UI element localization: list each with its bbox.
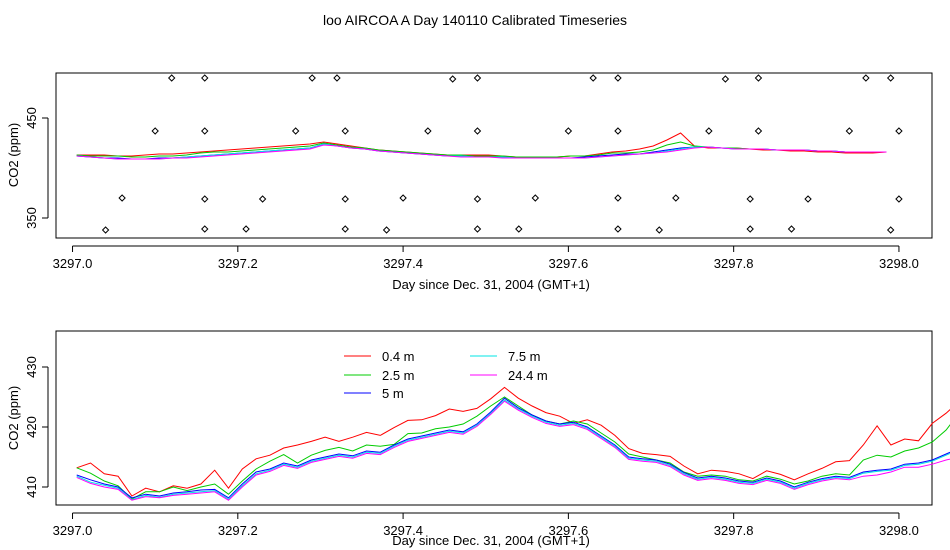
marker-point [341,195,349,203]
y-tick-label: 410 [24,476,39,498]
marker-point [705,127,713,135]
bottom-plot-frame [55,330,933,506]
top-plot-frame [55,72,933,239]
marker-point [886,226,895,234]
marker-point [473,127,482,135]
y-tick-label: 430 [24,356,39,378]
legend-label: 5 m [382,386,404,401]
marker-point [333,74,341,82]
chart-title: loo AIRCOA A Day 140110 Calibrated Times… [323,12,627,28]
marker-point [614,194,622,202]
legend-label: 24.4 m [508,368,548,383]
marker-point [895,127,903,135]
series-line-5-m [76,397,950,499]
marker-point [746,225,754,233]
marker-point [614,74,622,82]
x-tick-label: 3297.8 [714,256,754,271]
marker-point [754,127,763,135]
marker-point [787,225,796,233]
bottom-axis-ticks: 3297.0 3297.2 3297.4 3297.6 3297.8 3298.0 410 4… [24,356,919,538]
marker-point [614,127,622,135]
x-tick-label: 3297.4 [383,523,423,538]
marker-point [515,225,523,233]
legend-label: 2.5 m [382,368,415,383]
marker-point [399,194,407,202]
x-tick-label: 3298.0 [879,523,919,538]
marker-point [424,127,432,135]
top-panel: 3297.0 3297.2 3297.4 3297.6 3297.8 3298.0 350 4… [6,72,933,292]
marker-point [201,195,209,203]
marker-point [531,194,540,202]
marker-point [754,74,763,82]
y-tick-label: 350 [24,207,39,229]
marker-point [845,127,854,135]
marker-point [341,127,349,135]
marker-point [308,74,316,82]
marker-point [746,195,754,203]
marker-point [201,74,209,82]
marker-point [895,195,903,203]
legend-label: 7.5 m [508,349,541,364]
marker-point [101,226,110,234]
top-marker-points [101,74,903,234]
x-tick-label: 3297.8 [714,523,754,538]
marker-point [341,225,349,233]
y-tick-label: 450 [24,107,39,129]
bottom-y-axis-label: CO2 (ppm) [6,386,21,450]
marker-point [564,127,573,135]
marker-point [589,74,597,82]
marker-point [448,75,457,83]
x-tick-label: 3297.0 [53,523,93,538]
marker-point [473,225,482,233]
marker-point [473,74,482,82]
marker-point [614,225,622,233]
marker-point [167,74,176,82]
marker-point [382,226,391,234]
bottom-x-axis-label: Day since Dec. 31, 2004 (GMT+1) [392,533,590,548]
marker-point [721,75,730,83]
y-tick-label: 420 [24,416,39,438]
bottom-panel: 3297.0 3297.2 3297.4 3297.6 3297.8 3298.0 410 4… [6,330,950,548]
marker-point [886,74,895,82]
marker-point [804,195,812,203]
top-y-axis-label: CO2 (ppm) [6,123,21,187]
marker-point [258,195,267,203]
x-tick-label: 3297.6 [548,256,588,271]
marker-point [672,194,680,202]
series-line-0-4-m [76,386,950,497]
x-tick-label: 3297.2 [218,523,258,538]
marker-point [242,225,250,233]
top-x-axis-label: Day since Dec. 31, 2004 (GMT+1) [392,277,590,292]
marker-point [201,127,209,135]
legend: 0.4 m 2.5 m 5 m 7.5 m 24.4 m [344,349,548,401]
marker-point [473,195,482,203]
marker-point [118,194,126,202]
marker-point [201,225,209,233]
marker-point [291,127,300,135]
x-tick-label: 3297.6 [548,523,588,538]
x-tick-label: 3297.4 [383,256,423,271]
x-tick-label: 3297.0 [53,256,93,271]
legend-label: 0.4 m [382,349,415,364]
marker-point [655,226,663,234]
marker-point [862,74,870,82]
x-tick-label: 3297.2 [218,256,258,271]
series-line-24-4-m [76,400,950,501]
series-line-24-4-m [76,144,887,160]
x-tick-label: 3298.0 [879,256,919,271]
bottom-series-lines [76,386,950,501]
marker-point [151,127,159,135]
series-line-2-5-m [76,396,950,500]
series-line-7-5-m [76,399,950,501]
top-axis-ticks: 3297.0 3297.2 3297.4 3297.6 3297.8 3298.0 350 4… [24,107,919,271]
top-series-lines [76,132,887,160]
